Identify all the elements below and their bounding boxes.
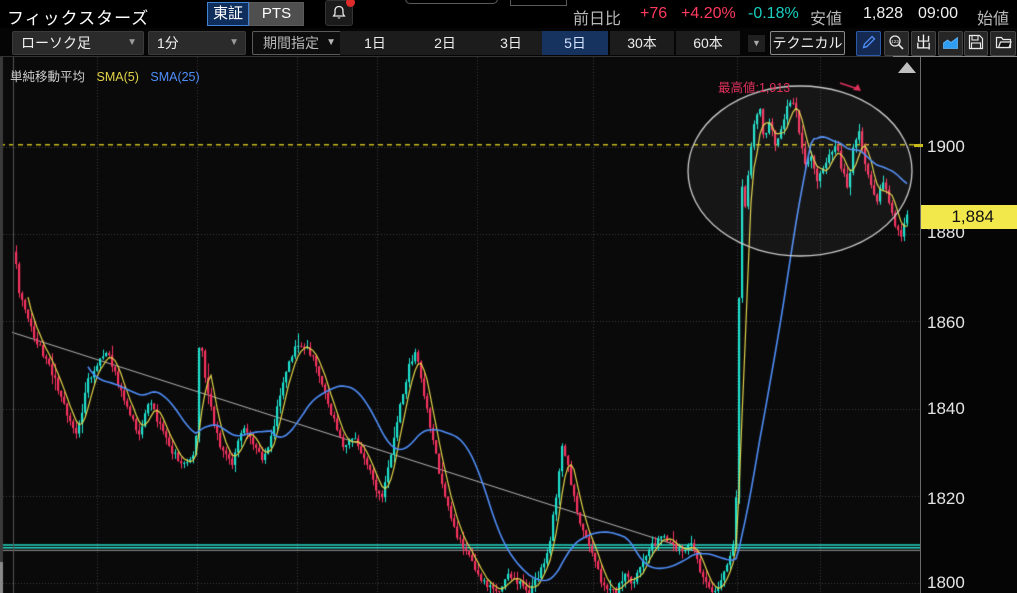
range-button-5d[interactable]: 5日 <box>542 31 608 55</box>
chevron-down-icon: ▼ <box>229 37 239 48</box>
chart-type-dropdown[interactable]: ローソク足 ▼ <box>12 31 144 55</box>
svg-text:123: 123 <box>891 39 899 44</box>
low-label: 安値 <box>810 11 843 28</box>
legend-sma5: SMA(5) <box>96 70 139 84</box>
bell-icon <box>332 5 346 19</box>
change-label: 前日比 <box>573 11 622 28</box>
chart-type-value: ローソク足 <box>21 35 91 51</box>
chevron-down-icon: ▼ <box>326 37 336 48</box>
range-more-dropdown[interactable]: ▼ <box>748 35 765 52</box>
notification-dot <box>346 0 355 7</box>
scroll-up-arrow[interactable] <box>898 62 916 73</box>
pts-change-percent: -0.18% <box>748 5 799 22</box>
range-button-1d[interactable]: 1日 <box>340 31 410 55</box>
tab-market-tokyo[interactable]: 東証 <box>207 2 249 26</box>
save-icon <box>968 34 984 50</box>
range-button-3d[interactable]: 3日 <box>480 31 542 55</box>
axis-tick-1800: 1800 <box>927 573 965 592</box>
price-axis[interactable]: 1900 1880 1860 1840 1820 1800 1,884 <box>914 57 1017 593</box>
save-button[interactable] <box>964 31 988 56</box>
high-price-annotation: 最高値:1,913 <box>718 81 791 95</box>
change-value: +76 <box>640 5 668 22</box>
chart-toolbar: ローソク足 ▼ 1分 ▼ 期間指定 ▼ 1日 2日 3日 5日 30本 60本 … <box>0 28 1017 57</box>
technical-button[interactable]: テクニカル <box>770 31 845 55</box>
range-button-30bars[interactable]: 30本 <box>610 31 674 55</box>
axis-tick-1900: 1900 <box>927 137 965 156</box>
tab-market-pts[interactable]: PTS <box>249 2 304 26</box>
chart-top-border <box>0 56 1017 57</box>
cutoff-panel-fragment <box>405 0 498 4</box>
pencil-icon <box>862 35 875 49</box>
export-icon: 出 <box>915 35 932 52</box>
change-percent: +4.20% <box>681 5 736 22</box>
indicator-legend: 単純移動平均 SMA(5) SMA(25) <box>10 66 200 85</box>
value-zoom-button[interactable]: 123 <box>884 31 909 56</box>
chart-top-border-right <box>893 56 1017 57</box>
axis-tick-1860: 1860 <box>927 313 965 332</box>
range-button-60bars[interactable]: 60本 <box>676 31 740 55</box>
period-select-label: 期間指定 <box>263 35 319 51</box>
legend-title: 単純移動平均 <box>10 70 86 84</box>
low-time: 09:00 <box>918 5 959 22</box>
export-button[interactable]: 出 <box>911 31 936 56</box>
cutoff-panel-fragment <box>510 0 567 6</box>
area-chart-icon <box>943 36 958 49</box>
zoom-123-icon: 123 <box>889 35 904 50</box>
axis-tick-1840: 1840 <box>927 399 965 418</box>
low-value: 1,828 <box>863 5 904 22</box>
draw-pencil-button[interactable] <box>856 31 881 56</box>
folder-icon <box>995 36 1012 49</box>
chevron-down-icon: ▼ <box>752 38 761 48</box>
range-button-2d[interactable]: 2日 <box>410 31 480 55</box>
chevron-down-icon: ▼ <box>127 37 137 48</box>
period-select-button[interactable]: 期間指定 ▼ <box>252 31 344 55</box>
interval-value: 1分 <box>157 35 179 51</box>
open-label: 始値 <box>977 11 1010 28</box>
axis-tick-1820: 1820 <box>927 489 965 508</box>
chart-style-button[interactable] <box>938 31 963 56</box>
interval-dropdown[interactable]: 1分 ▼ <box>148 31 246 55</box>
legend-sma25: SMA(25) <box>150 70 200 84</box>
price-chart-area[interactable] <box>0 57 920 593</box>
notification-bell-button[interactable] <box>325 0 355 26</box>
header-bar: フィックスターズ 東証 PTS 前日比 +76 +4.20% -0.18% 安値… <box>0 0 1017 28</box>
open-folder-button[interactable] <box>990 31 1016 56</box>
dashed-line-axis-tick <box>914 144 923 147</box>
stock-name: フィックスターズ <box>7 9 150 28</box>
price-chart-canvas[interactable] <box>0 57 920 593</box>
current-price-badge: 1,884 <box>921 205 1017 229</box>
